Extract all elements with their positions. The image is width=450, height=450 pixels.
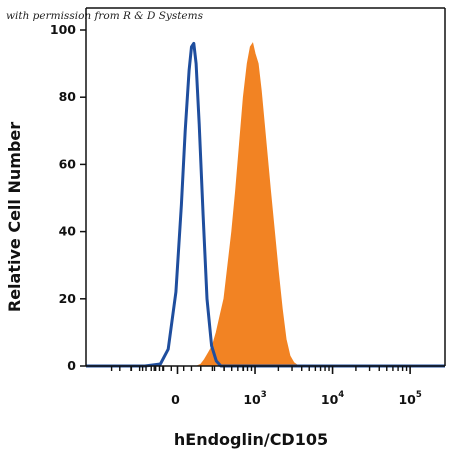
axis-layer: 0 20 40 60 80 100 0 103 104 105 xyxy=(50,7,446,407)
series-layer xyxy=(86,41,445,368)
y-axis-label: Relative Cell Number xyxy=(5,122,24,312)
series-1-filled-area xyxy=(196,42,301,367)
y-tick-label-20: 20 xyxy=(59,291,77,306)
x-axis-label: hEndoglin/CD105 xyxy=(174,430,328,449)
plot-area: 0 20 40 60 80 100 0 103 104 105 xyxy=(50,7,446,407)
y-tick-label-40: 40 xyxy=(59,224,77,239)
x-tick-label-0: 0 xyxy=(171,392,180,407)
y-tick-label-80: 80 xyxy=(59,89,77,104)
x-tick-label-3: 105 xyxy=(398,390,421,407)
y-tick-label-0: 0 xyxy=(67,358,76,373)
x-tick-label-2: 104 xyxy=(321,390,344,407)
x-tick-label-1: 103 xyxy=(243,390,266,407)
series-0-outline xyxy=(86,41,445,368)
y-tick-label-60: 60 xyxy=(59,156,77,171)
watermark-text: with permission from R & D Systems xyxy=(6,10,204,22)
y-tick-label-100: 100 xyxy=(50,22,76,37)
